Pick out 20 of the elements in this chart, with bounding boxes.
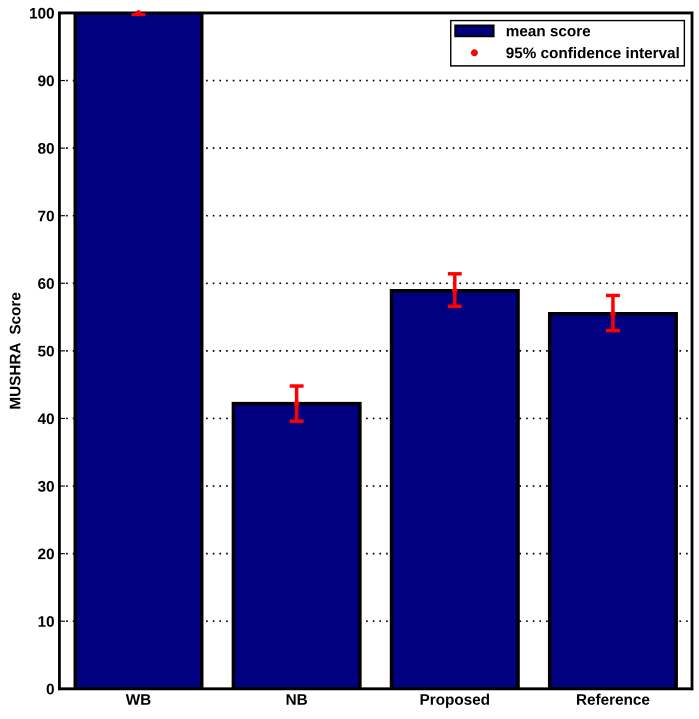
y-tick-label: 20 bbox=[38, 548, 54, 560]
y-tick-label: 80 bbox=[38, 142, 54, 154]
y-tick-label: 50 bbox=[38, 346, 54, 357]
x-tick-label: WB bbox=[126, 694, 151, 705]
y-tick-label: 0 bbox=[46, 684, 54, 694]
y-axis-title: MUSHRA Score bbox=[10, 292, 20, 409]
y-tick-label: 100 bbox=[30, 8, 54, 19]
y-tick-label: 70 bbox=[38, 210, 54, 222]
legend-label: mean score bbox=[506, 28, 590, 36]
y-tick-label: 30 bbox=[38, 480, 54, 492]
point bbox=[610, 310, 616, 316]
x-tick-label: Proposed bbox=[420, 694, 490, 708]
y-tick-label: 40 bbox=[38, 413, 54, 424]
x-tick-label: NB bbox=[286, 694, 307, 705]
x-tick-label: Reference bbox=[577, 694, 650, 705]
point bbox=[294, 400, 300, 406]
legend-label: 95% confidence interval bbox=[506, 47, 679, 58]
y-tick-label: 10 bbox=[38, 616, 54, 627]
y-tick-label: 90 bbox=[38, 75, 54, 86]
y-tick-label: 60 bbox=[38, 278, 54, 289]
